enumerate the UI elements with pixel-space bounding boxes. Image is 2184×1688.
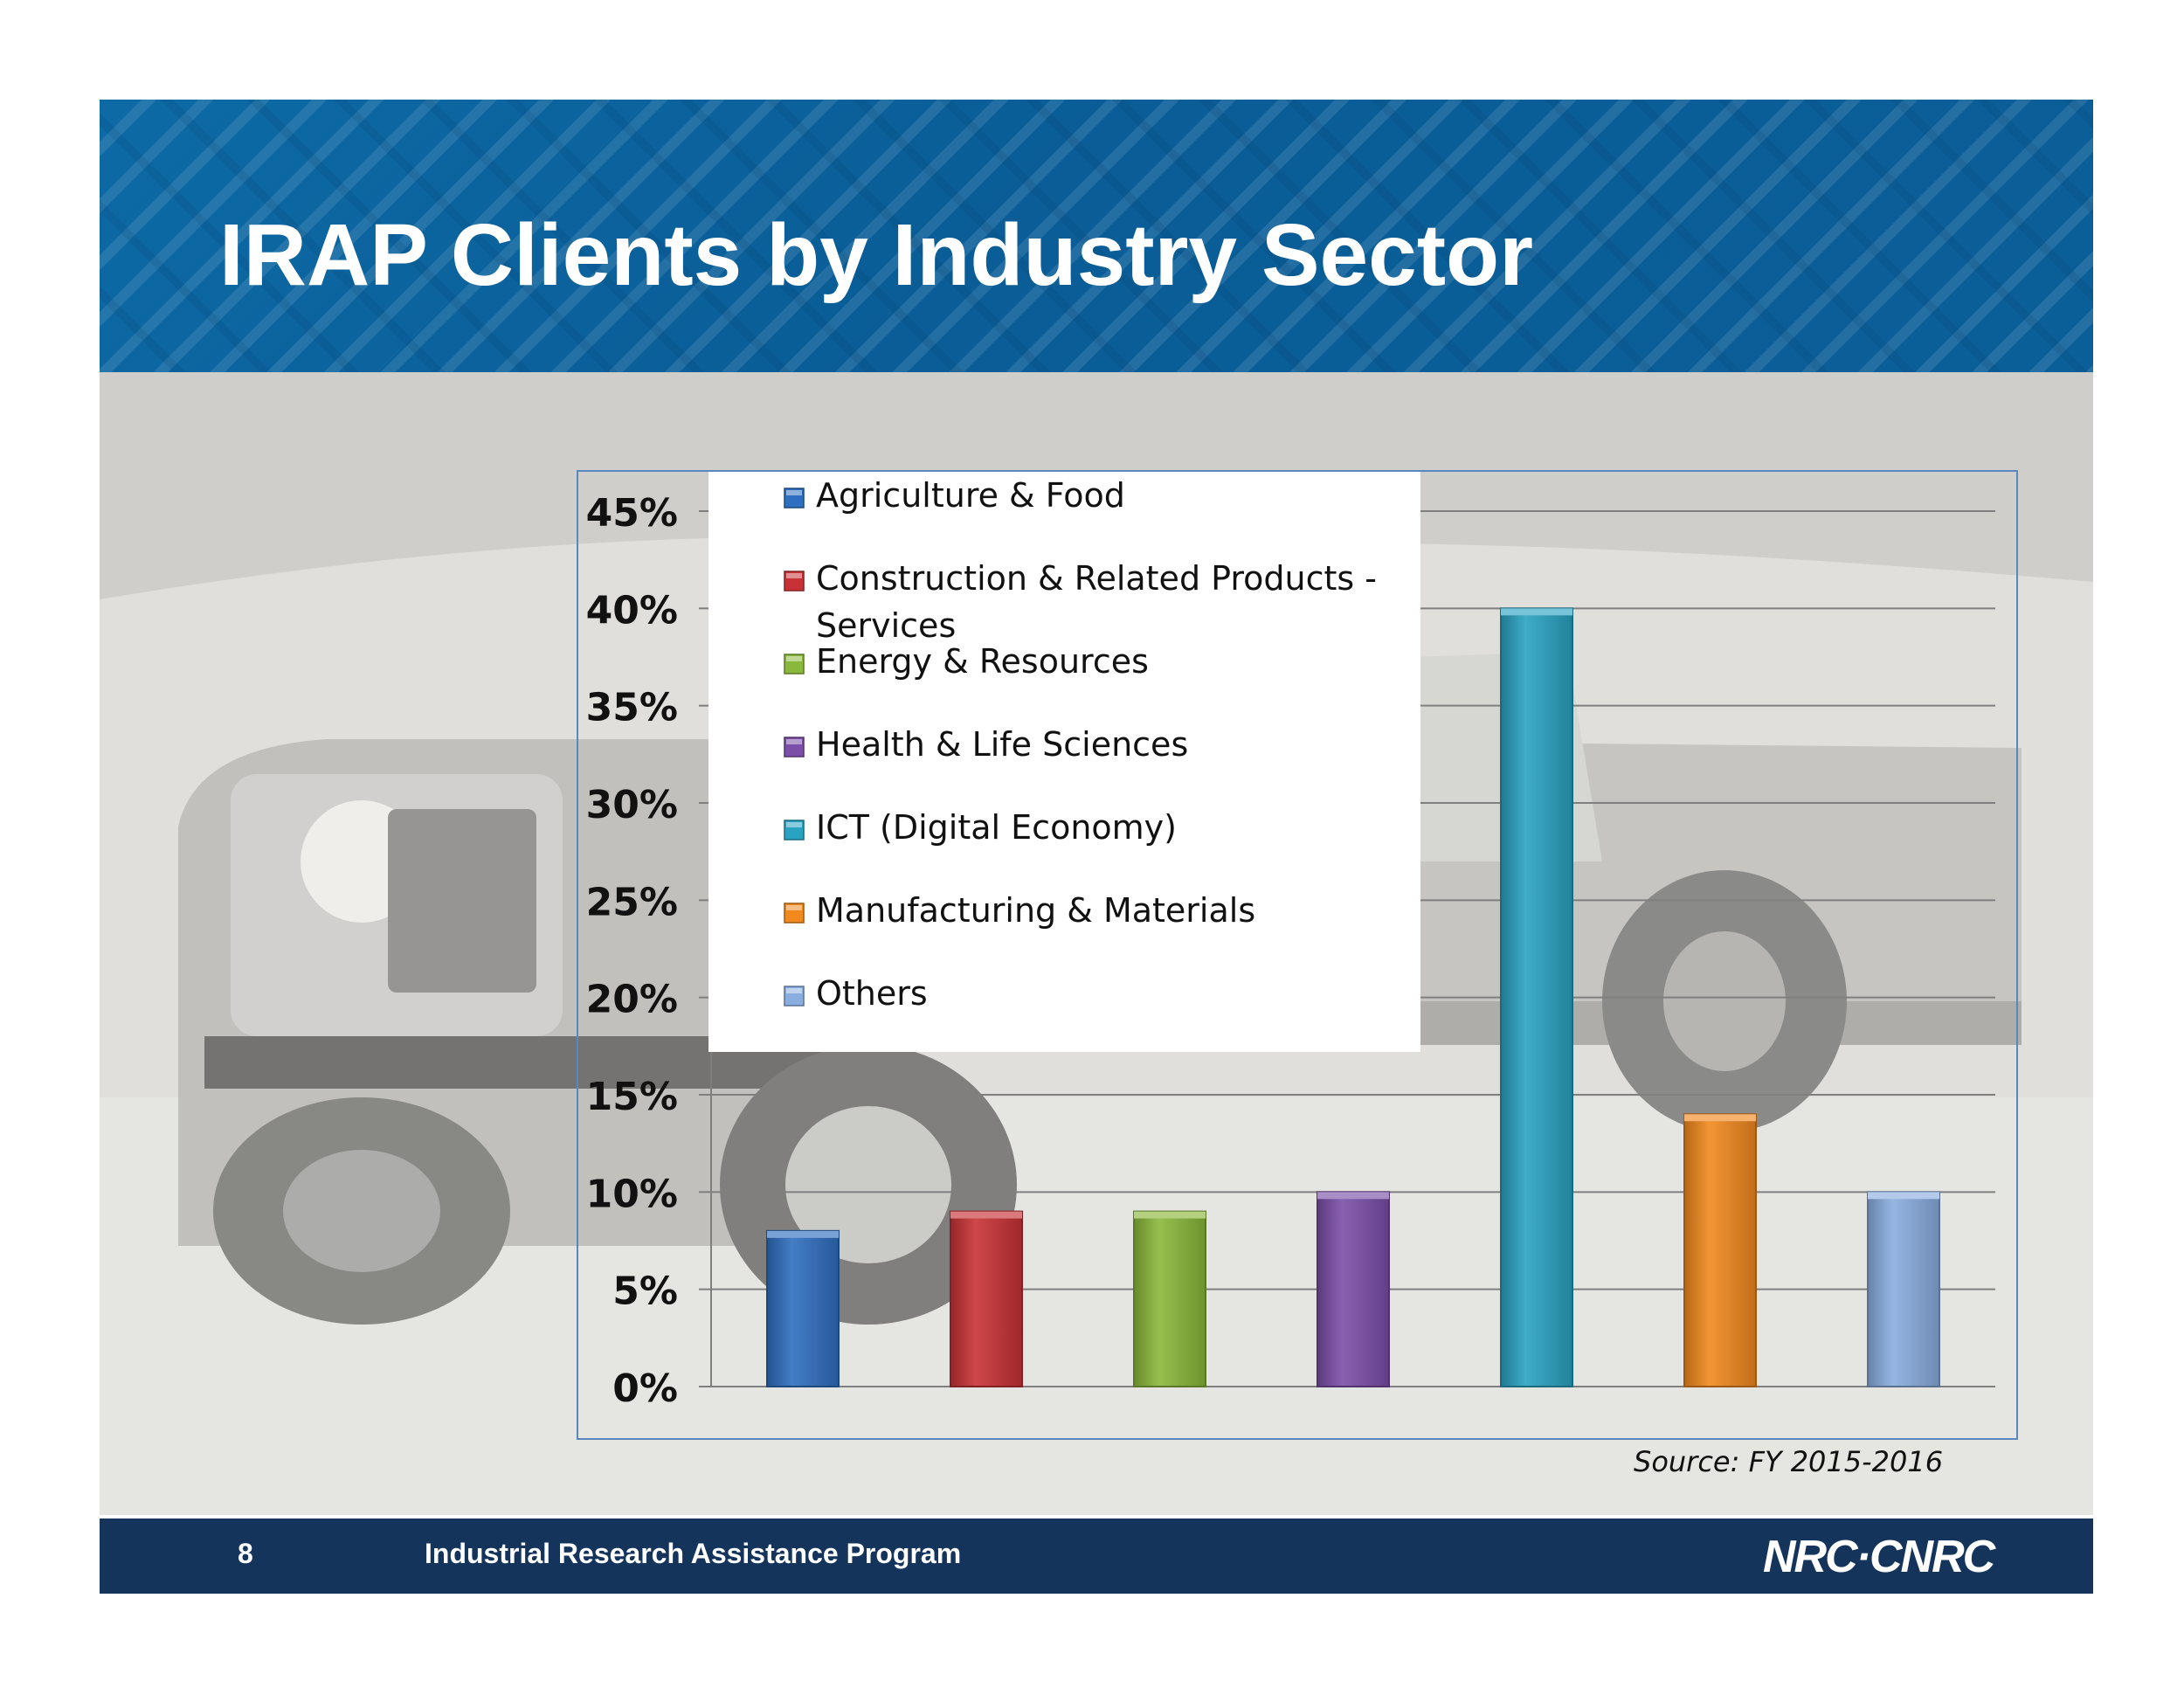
bar-top-highlight [767, 1230, 839, 1238]
program-name: Industrial Research Assistance Program [425, 1538, 962, 1569]
legend-label: Manufacturing & Materials [816, 891, 1255, 930]
bars [766, 607, 1940, 1388]
bar [766, 1229, 840, 1388]
legend-label: ICT (Digital Economy) [816, 808, 1177, 847]
y-tick-label: 10% [586, 1172, 678, 1216]
bar-top-highlight [1501, 608, 1572, 616]
y-tick-label: 25% [586, 880, 678, 924]
slide: IRAP Clients by Industry Sector 0% 5% 10% 1… [100, 100, 2093, 1594]
y-tick-label: 0% [612, 1366, 678, 1411]
legend-swatch-highlight [786, 490, 802, 495]
legend-swatch-highlight [786, 905, 802, 910]
legend-swatch-highlight [786, 739, 802, 744]
legend-swatch-highlight [786, 822, 802, 827]
y-tick-label: 5% [612, 1269, 678, 1314]
legend-label: Agriculture & Food [816, 476, 1125, 515]
bar-top-highlight [1684, 1114, 1756, 1122]
bar [950, 1210, 1023, 1387]
bar-top-highlight [1317, 1192, 1389, 1200]
y-tick-label: 45% [586, 491, 678, 536]
legend-label: Energy & Resources [816, 642, 1149, 681]
legend-swatch-highlight [786, 988, 802, 993]
source-note: Source: FY 2015-2016 [1634, 1445, 1944, 1478]
bar [1867, 1191, 1940, 1388]
legend-label: Health & Life Sciences [816, 725, 1188, 764]
bar-top-highlight [1868, 1192, 1939, 1200]
legend-swatch-highlight [786, 573, 802, 578]
y-tick-label: 15% [586, 1075, 678, 1119]
legend-label: Others [816, 974, 928, 1013]
header-banner: IRAP Clients by Industry Sector [100, 100, 2093, 372]
y-tick-label: 40% [586, 588, 678, 633]
page-number: 8 [238, 1538, 253, 1569]
bar-chart: 0% 5% 10% 15% 20% 25% 30% 35% 40% 45% Agriculture … [577, 470, 2018, 1440]
y-tick-label: 30% [586, 783, 678, 827]
y-tick-label: 35% [586, 686, 678, 730]
bar [1683, 1113, 1757, 1388]
legend-label: Services [816, 606, 956, 645]
bar-top-highlight [950, 1211, 1022, 1219]
y-axis-ticks: 0% 5% 10% 15% 20% 25% 30% 35% 40% 45% [586, 491, 711, 1411]
legend-swatch-highlight [786, 656, 802, 661]
bar [1317, 1191, 1390, 1388]
slide-title: IRAP Clients by Industry Sector [219, 206, 1534, 304]
y-tick-label: 20% [586, 978, 678, 1022]
chart-frame [577, 470, 2018, 1440]
legend-label: Construction & Related Products - [816, 559, 1377, 598]
bar [1133, 1210, 1206, 1387]
bar-top-highlight [1134, 1211, 1206, 1219]
legend-box [708, 472, 1420, 1052]
bar [1500, 607, 1573, 1387]
legend: Agriculture & Food Construction & Related… [708, 472, 1420, 1052]
footer-bar: 8 Industrial Research Assistance Program… [100, 1519, 2093, 1594]
nrc-cnrc-logo: NRC·CNRC [1763, 1532, 1995, 1582]
